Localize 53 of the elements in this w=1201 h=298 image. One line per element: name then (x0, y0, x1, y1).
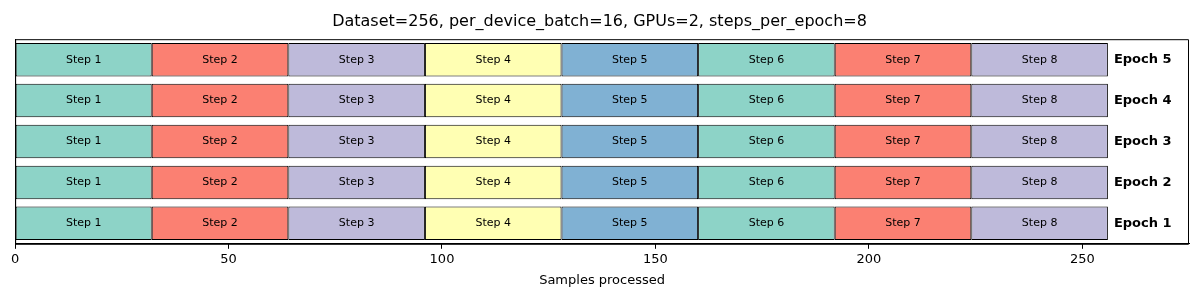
text: Step 2 (202, 93, 238, 107)
x-tick-label: 200 (856, 250, 882, 266)
x-axis-title: Samples processed (539, 271, 665, 287)
text: Step 1 (65, 175, 102, 189)
text: Step 4 (475, 175, 511, 189)
text: Step 5 (612, 175, 648, 189)
text: Step 6 (748, 175, 785, 189)
x-tick-label: 0 (10, 250, 20, 266)
text: Step 7 (885, 52, 921, 66)
text: Step 2 (202, 52, 238, 66)
text: Step 3 (338, 134, 375, 148)
series-label: Step 1 (65, 216, 102, 230)
text: Step 7 (885, 175, 921, 189)
y-tick-label: Epoch 5 (1113, 51, 1172, 67)
text: Step 8 (1021, 52, 1058, 66)
series-label: Step 3 (338, 216, 375, 230)
text: Step 7 (885, 134, 921, 148)
y-tick-label: Epoch 4 (1113, 91, 1172, 107)
y-tick-label: Epoch 2 (1113, 173, 1172, 189)
series-label: Step 7 (885, 216, 921, 230)
text: Step 2 (202, 175, 238, 189)
x-tick-label: 100 (429, 250, 455, 266)
series-label: Step 2 (202, 216, 238, 230)
y-tick-label: Epoch 3 (1113, 132, 1172, 148)
series-label: Step 8 (1021, 216, 1058, 230)
text: Step 6 (748, 52, 785, 66)
series-label: Step 6 (748, 216, 785, 230)
text: Step 5 (612, 93, 648, 107)
text: Step 5 (612, 52, 648, 66)
text: Step 7 (885, 93, 921, 107)
x-tick-label: 250 (1069, 250, 1095, 266)
text: Step 8 (1021, 175, 1058, 189)
text: Step 5 (612, 134, 648, 148)
y-tick-label: Epoch 1 (1113, 214, 1172, 230)
text: Step 8 (1021, 93, 1058, 107)
text: Step 1 (65, 93, 102, 107)
text: Step 6 (748, 134, 785, 148)
text: Step 3 (338, 175, 375, 189)
chart-title: Dataset=256, per_device_batch=16, GPUs=2, steps_per_epoch=8 (332, 10, 867, 31)
text: Step 1 (65, 52, 102, 66)
series-label: Step 5 (612, 216, 648, 230)
text: Step 1 (65, 134, 102, 148)
text: Step 4 (475, 134, 511, 148)
x-tick-label: 150 (643, 250, 668, 266)
text: Step 2 (202, 134, 238, 148)
text: Step 4 (475, 52, 511, 66)
series-label: Step 4 (475, 216, 511, 230)
x-tick-label: 50 (220, 250, 237, 266)
text: Step 4 (475, 93, 511, 107)
text: Step 8 (1021, 134, 1058, 148)
text: Step 6 (748, 93, 785, 107)
text: Step 3 (338, 52, 375, 66)
text: Step 3 (338, 93, 375, 107)
